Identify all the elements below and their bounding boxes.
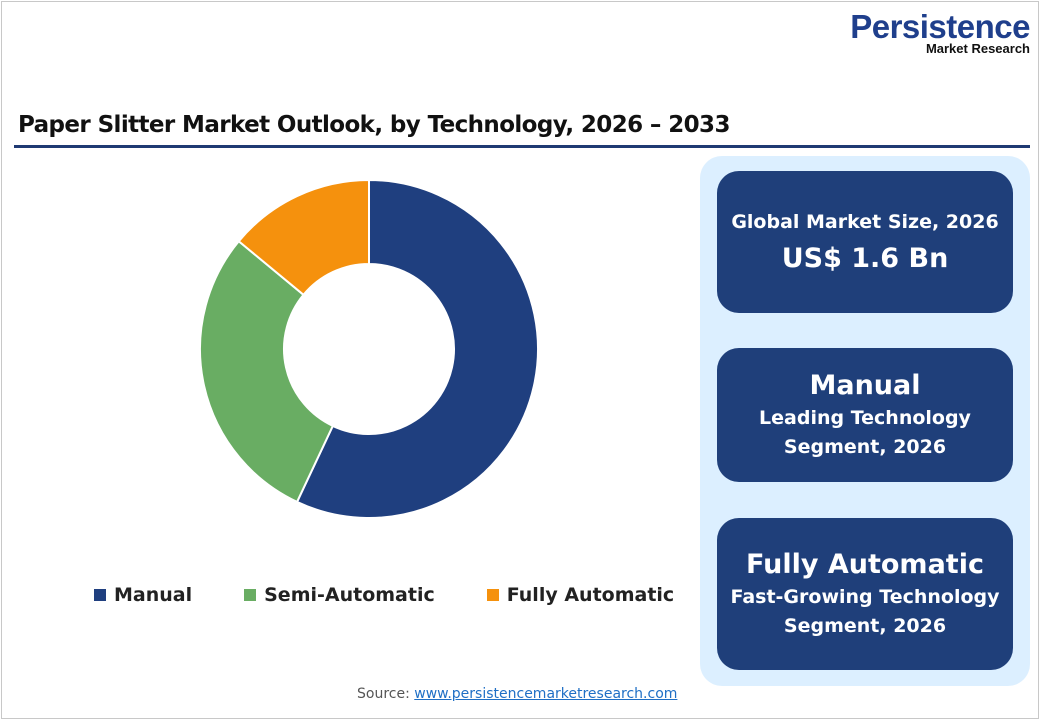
card-value: Manual <box>809 370 921 401</box>
card-label: Fast-Growing Technology <box>730 586 1000 608</box>
card-value: US$ 1.6 Bn <box>781 242 949 274</box>
donut-slice-manual <box>295 178 539 519</box>
page-title: Paper Slitter Market Outlook, by Technol… <box>18 112 730 138</box>
source-note: Source: www.persistencemarketresearch.co… <box>357 686 677 702</box>
summary-panel: Global Market Size, 2026 US$ 1.6 Bn Manu… <box>700 156 1030 686</box>
card-label: Global Market Size, 2026 <box>731 210 999 233</box>
fast-growing-segment-card: Fully Automatic Fast-Growing Technology … <box>717 518 1013 670</box>
donut-chart <box>199 178 539 519</box>
card-label: Segment, 2026 <box>783 436 947 458</box>
card-label: Leading Technology <box>759 407 971 429</box>
legend-item-fully-automatic: Fully Automatic <box>486 584 675 606</box>
legend-swatch <box>244 589 257 601</box>
legend-item-semi-automatic: Semi-Automatic <box>244 584 435 606</box>
legend-item-manual: Manual <box>94 584 192 606</box>
legend-swatch <box>486 589 499 601</box>
logo: Persistence Market Research <box>850 10 1030 55</box>
donut-slice-semi-automatic <box>199 239 335 504</box>
legend-label: Semi-Automatic <box>264 584 435 606</box>
legend-label: Manual <box>114 584 193 606</box>
legend-label: Fully Automatic <box>506 584 675 606</box>
donut-slice-fully-automatic <box>237 178 370 297</box>
title-divider <box>14 145 1030 148</box>
leading-segment-card: Manual Leading Technology Segment, 2026 <box>717 348 1013 482</box>
market-size-card: Global Market Size, 2026 US$ 1.6 Bn <box>717 171 1013 313</box>
source-link[interactable]: www.persistencemarketresearch.com <box>414 686 678 702</box>
logo-tagline: Market Research <box>925 41 1030 56</box>
card-value: Fully Automatic <box>746 549 984 580</box>
source-label: Source: <box>357 686 415 702</box>
legend-swatch <box>94 589 106 601</box>
card-label: Segment, 2026 <box>783 615 947 637</box>
logo-name: Persistence <box>850 8 1030 45</box>
legend: Manual Semi-Automatic Fully Automatic <box>94 584 726 606</box>
